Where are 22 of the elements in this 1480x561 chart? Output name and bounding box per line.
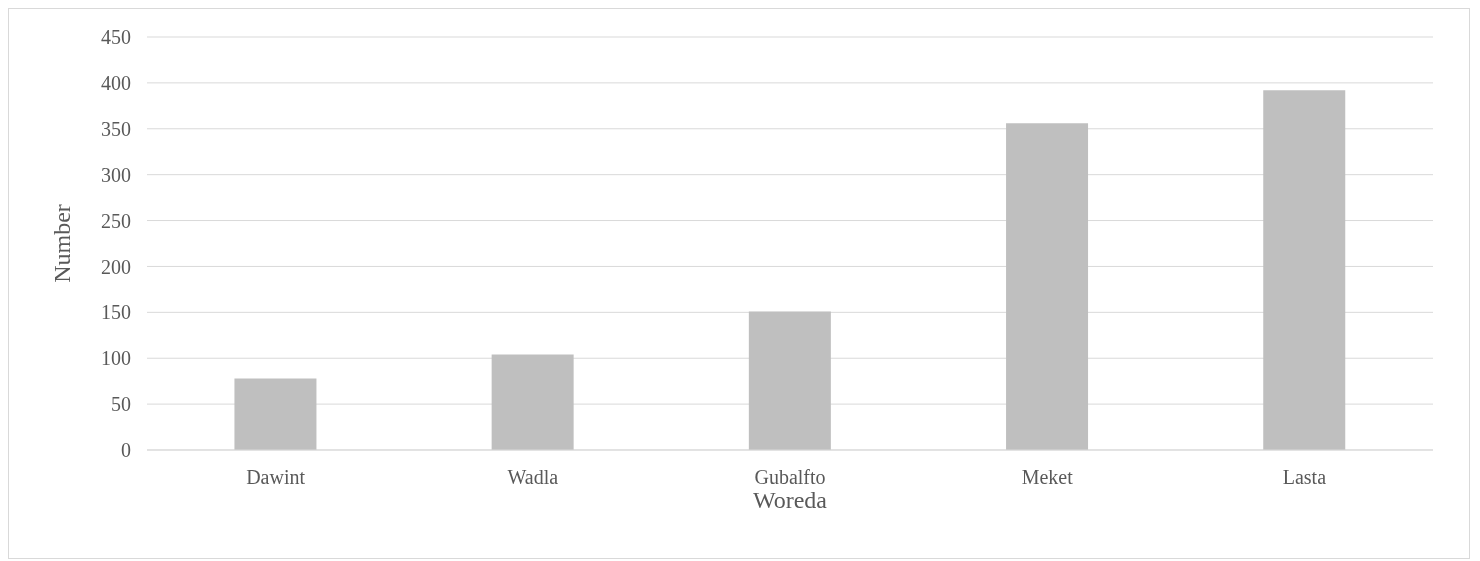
y-tick-label: 350 bbox=[101, 117, 131, 140]
x-tick-label: Lasta bbox=[1282, 466, 1327, 489]
y-tick-label: 400 bbox=[101, 71, 131, 94]
y-tick-label: 300 bbox=[101, 163, 131, 186]
bar bbox=[234, 378, 317, 450]
y-tick-label: 200 bbox=[101, 255, 131, 278]
y-tick-label: 150 bbox=[101, 301, 131, 324]
y-tick-label: 450 bbox=[101, 26, 131, 49]
y-tick-label: 50 bbox=[111, 393, 131, 416]
y-tick-label: 100 bbox=[101, 347, 131, 370]
x-tick-label: Gubalfto bbox=[754, 466, 826, 489]
bar bbox=[748, 311, 831, 450]
x-tick-label: Wadla bbox=[507, 466, 559, 489]
y-axis-title: Number bbox=[48, 204, 75, 283]
y-tick-label: 250 bbox=[101, 209, 131, 232]
bar bbox=[491, 354, 574, 450]
bar bbox=[1263, 90, 1346, 450]
y-tick-label: 0 bbox=[121, 439, 131, 462]
x-tick-label: Dawint bbox=[246, 466, 306, 489]
x-axis-title: Woreda bbox=[752, 487, 828, 513]
x-tick-label: Meket bbox=[1021, 466, 1074, 489]
bar bbox=[1006, 123, 1089, 450]
